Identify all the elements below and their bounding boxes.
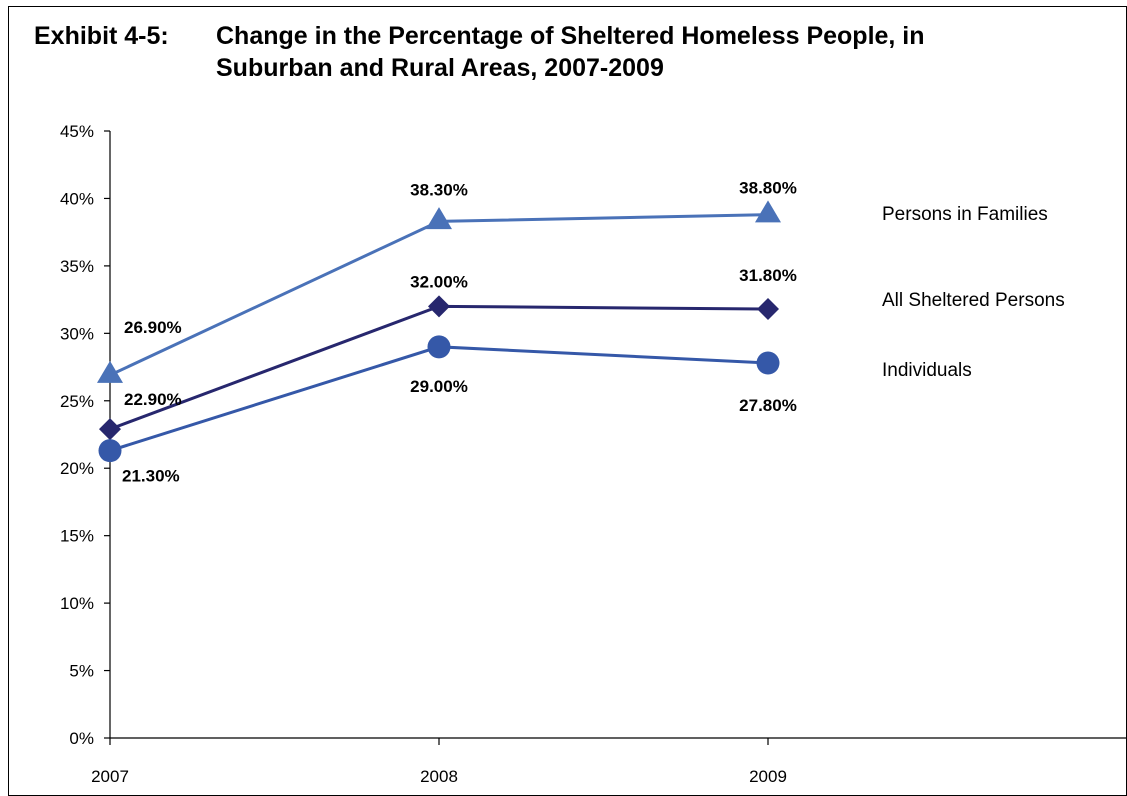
legend-entry: Persons in Families bbox=[882, 204, 1048, 225]
y-tick-label: 0% bbox=[69, 729, 94, 748]
title-line-1: Change in the Percentage of Sheltered Ho… bbox=[216, 22, 925, 50]
diamond-marker bbox=[99, 418, 121, 441]
legend-entry: All Sheltered Persons bbox=[882, 290, 1065, 311]
y-tick-label: 25% bbox=[60, 392, 94, 411]
series-line-individuals bbox=[109, 345, 769, 453]
diamond-marker bbox=[428, 295, 450, 318]
data-label: 27.80% bbox=[739, 396, 797, 415]
triangle-marker bbox=[755, 200, 781, 223]
y-tick-label: 30% bbox=[60, 324, 94, 343]
x-tick-label: 2008 bbox=[420, 767, 458, 784]
series-lines bbox=[109, 213, 769, 453]
y-tick-label: 35% bbox=[60, 257, 94, 276]
x-tick-label: 2009 bbox=[749, 767, 787, 784]
data-label: 38.80% bbox=[739, 179, 797, 198]
y-tick-label: 40% bbox=[60, 189, 94, 208]
legend: Persons in Families All Sheltered Persons… bbox=[882, 204, 1065, 381]
triangle-marker bbox=[426, 207, 452, 230]
exhibit-number: Exhibit 4-5: bbox=[34, 22, 169, 50]
y-tick-label: 45% bbox=[60, 122, 94, 141]
circle-marker bbox=[427, 335, 451, 359]
x-tick-label: 2007 bbox=[91, 767, 129, 784]
data-label: 22.90% bbox=[124, 390, 182, 409]
data-label: 38.30% bbox=[410, 180, 468, 199]
circle-marker bbox=[98, 439, 122, 463]
data-label: 21.30% bbox=[122, 467, 180, 486]
circle-marker bbox=[756, 351, 780, 375]
data-label: 32.00% bbox=[410, 272, 468, 291]
y-tick-label: 5% bbox=[69, 662, 94, 681]
triangle-marker bbox=[97, 360, 123, 383]
y-tick-label: 10% bbox=[60, 594, 94, 613]
diamond-marker bbox=[757, 298, 779, 321]
series-line-all-sheltered-persons bbox=[109, 304, 769, 431]
data-labels: 26.90% 38.30% 38.80% 22.90% 32.00% 31.80% 21.3… bbox=[122, 179, 797, 486]
chart-axes: 0% 5% 10% 15% 20% 25% 30% 35% 40% 45% 2007 2008 2009 bbox=[60, 122, 1127, 784]
title-line-2: Suburban and Rural Areas, 2007-2009 bbox=[216, 54, 664, 82]
data-label: 26.90% bbox=[124, 318, 182, 337]
series-markers bbox=[97, 200, 781, 463]
y-tick-label: 15% bbox=[60, 527, 94, 546]
data-label: 31.80% bbox=[739, 266, 797, 285]
y-tick-label: 20% bbox=[60, 459, 94, 478]
data-label: 29.00% bbox=[410, 377, 468, 396]
legend-entry: Individuals bbox=[882, 360, 972, 381]
